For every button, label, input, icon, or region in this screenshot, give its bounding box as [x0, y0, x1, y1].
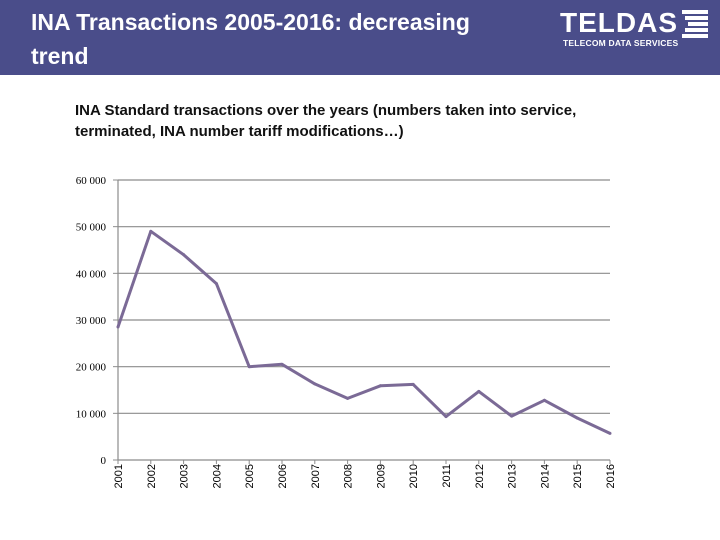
x-tick-label: 2001 [113, 464, 125, 488]
x-tick-label: 2009 [375, 464, 387, 488]
data-point [477, 389, 481, 393]
y-tick-label: 10 000 [76, 408, 107, 420]
gridlines [118, 179, 610, 414]
logo-tagline: TELECOM DATA SERVICES [563, 38, 679, 48]
x-tick-label: 2003 [179, 464, 191, 488]
data-point [247, 365, 251, 369]
y-tick-label: 0 [101, 455, 107, 467]
series-line [116, 229, 611, 435]
logo-lines-icon [682, 10, 708, 38]
x-tick-label: 2002 [146, 464, 158, 488]
x-tick-label: 2006 [277, 464, 289, 488]
x-tick-label: 2016 [605, 464, 617, 488]
data-point [444, 415, 448, 419]
data-point [116, 325, 120, 329]
y-tick-label: 60 000 [76, 175, 107, 187]
data-point [280, 362, 284, 366]
chart-title: INA Standard transactions over the years… [75, 102, 577, 140]
x-tick-label: 2014 [539, 464, 551, 488]
y-tick-label: 20 000 [76, 362, 107, 374]
x-axis-ticks: 2001 2002 2003 2004 2005 2006 2007 2008 2009 2010… [113, 464, 617, 488]
x-tick-label: 2011 [441, 464, 453, 488]
logo-wordmark: TELDAS [560, 7, 678, 38]
x-tick-label: 2010 [408, 464, 420, 488]
title-banner: INA Transactions 2005-2016: decreasing t… [0, 0, 720, 75]
x-tick-label: 2008 [343, 464, 355, 488]
page-title: INA Transactions 2005-2016: decreasing t… [31, 9, 470, 69]
x-tick-label: 2013 [507, 464, 519, 488]
data-point [313, 382, 317, 386]
y-tick-label: 50 000 [76, 222, 107, 234]
x-tick-label: 2005 [244, 464, 256, 488]
data-point [542, 398, 546, 402]
x-tick-label: 2015 [572, 464, 584, 488]
x-tick-label: 2012 [474, 464, 486, 488]
y-tick-label: 30 000 [76, 315, 107, 327]
axes [113, 179, 611, 464]
x-tick-label: 2004 [211, 464, 223, 488]
data-point [378, 384, 382, 388]
y-axis-ticks: 0 10 000 20 000 30 000 40 000 50 000 60 000 [76, 175, 107, 467]
data-point [149, 229, 153, 233]
data-point [510, 414, 514, 418]
series [116, 229, 612, 435]
data-point [182, 253, 186, 257]
data-point [214, 282, 218, 286]
data-point [346, 396, 350, 400]
data-point [608, 431, 612, 435]
teldas-logo: TELDAS TELECOM DATA SERVICES [560, 8, 712, 52]
y-tick-label: 40 000 [76, 268, 107, 280]
data-point [411, 382, 415, 386]
data-point [575, 416, 579, 420]
x-tick-label: 2007 [310, 464, 322, 488]
